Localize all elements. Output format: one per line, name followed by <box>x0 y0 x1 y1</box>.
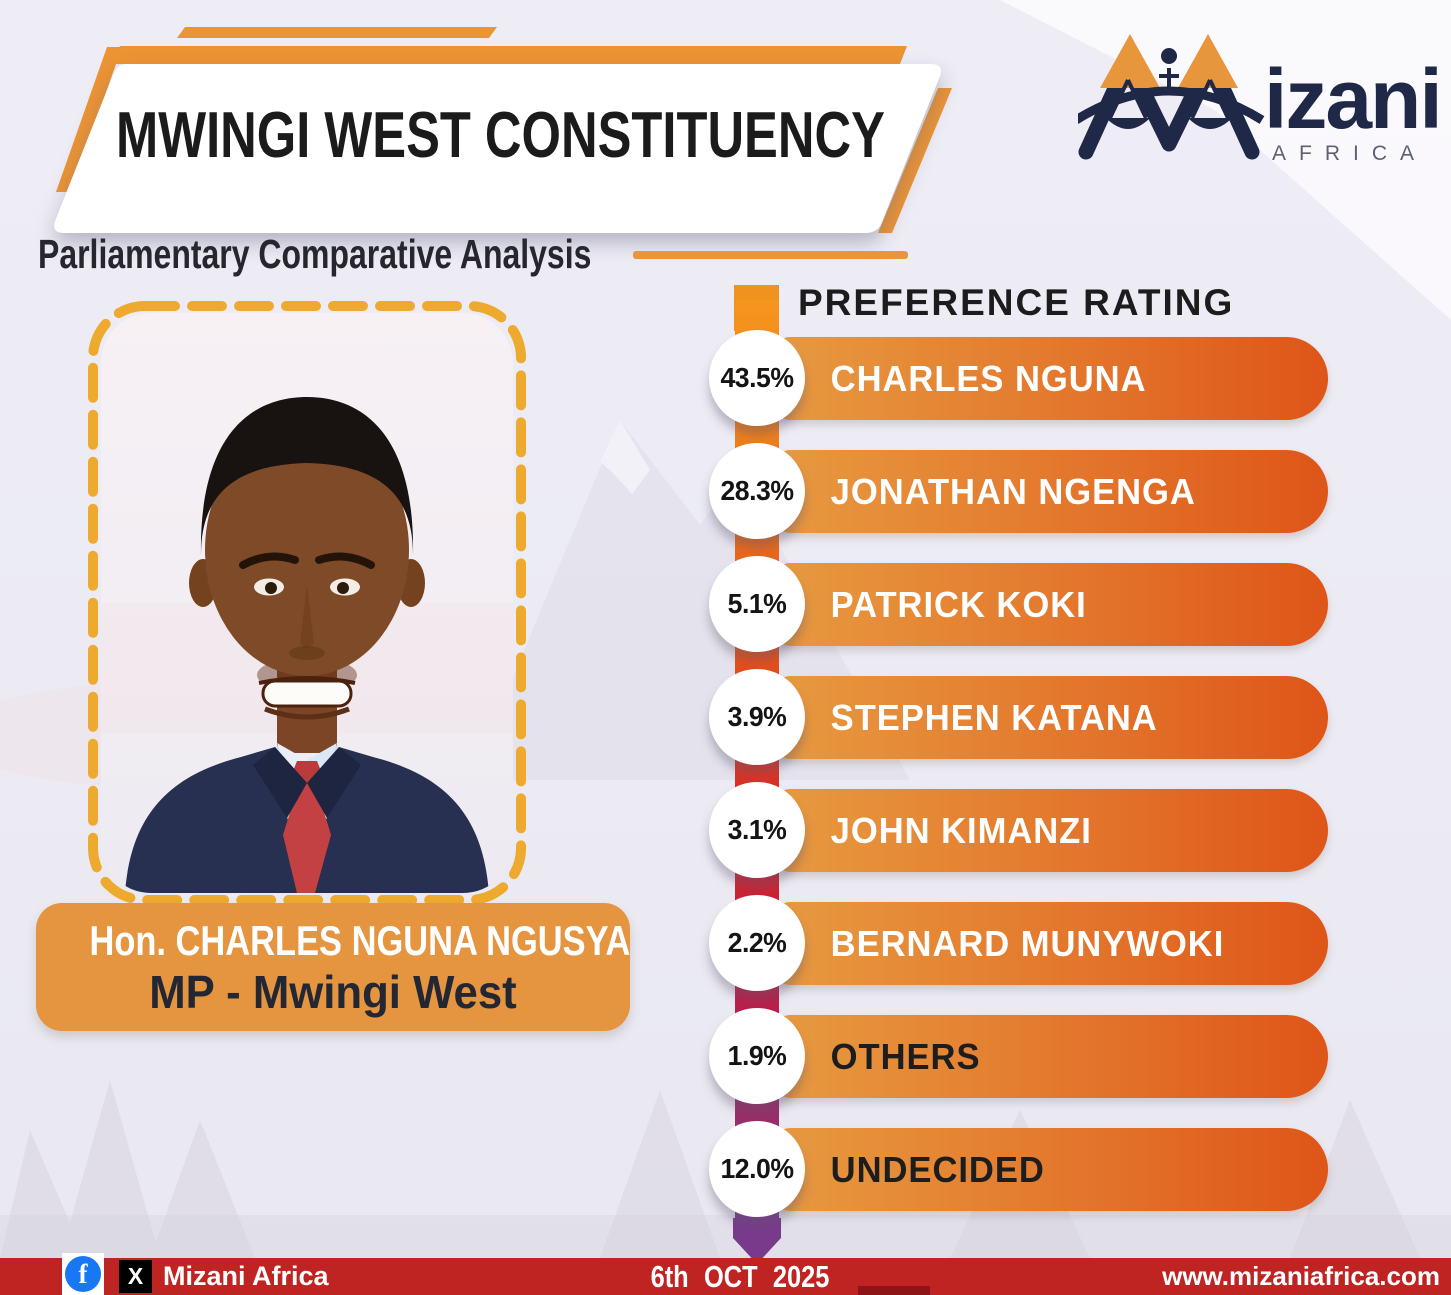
rating-bar: JONATHAN NGENGA <box>775 450 1328 533</box>
footer-social-handle: Mizani Africa <box>163 1261 329 1291</box>
banner-left-slant <box>56 47 122 192</box>
banner-accent-band <box>111 46 907 64</box>
rating-bar: JOHN KIMANZI <box>775 789 1328 872</box>
page-title: MWINGI WEST CONSTITUENCY <box>116 98 885 171</box>
facebook-icon[interactable]: f <box>65 1256 101 1292</box>
candidate-label: JONATHAN NGENGA <box>830 471 1196 512</box>
rating-bar: CHARLES NGUNA <box>775 337 1328 420</box>
rating-bar: BERNARD MUNYWOKI <box>775 902 1328 985</box>
percent-badge: 5.1% <box>709 556 805 652</box>
candidate-label: CHARLES NGUNA <box>830 358 1147 399</box>
percent-badge: 2.2% <box>709 895 805 991</box>
candidate-label: PATRICK KOKI <box>830 584 1087 625</box>
title-banner <box>54 27 952 233</box>
candidate-name: Hon. CHARLES NGUNA NGUSYA <box>89 917 631 964</box>
rating-bar: PATRICK KOKI <box>775 563 1328 646</box>
rating-bar: STEPHEN KATANA <box>775 676 1328 759</box>
footer-website-link[interactable]: www.mizaniafrica.com <box>1162 1261 1440 1291</box>
candidate-label: STEPHEN KATANA <box>830 697 1158 738</box>
percent-badge: 3.9% <box>709 669 805 765</box>
percent-badge: 3.1% <box>709 782 805 878</box>
rating-bar: OTHERS <box>775 1015 1328 1098</box>
candidate-label: JOHN KIMANZI <box>830 810 1092 851</box>
percent-badge: 1.9% <box>709 1008 805 1104</box>
percent-badge: 43.5% <box>709 330 805 426</box>
candidate-label: UNDECIDED <box>830 1149 1045 1190</box>
footer-accent-rect <box>858 1286 930 1295</box>
mizani-scales-m-icon <box>1078 34 1265 160</box>
banner-accent-thin <box>177 27 497 38</box>
mizani-africa-logo: izani AFRICA <box>1078 34 1438 165</box>
candidate-label: OTHERS <box>830 1036 981 1077</box>
rating-bar: UNDECIDED <box>775 1128 1328 1211</box>
page-subtitle: Parliamentary Comparative Analysis <box>38 231 592 277</box>
subtitle-underline <box>633 251 908 259</box>
timeline-arrow-icon <box>733 1218 781 1264</box>
percent-badge: 28.3% <box>709 443 805 539</box>
photo-dashed-frame <box>88 301 526 905</box>
logo-brand-text: izani <box>1264 52 1438 146</box>
candidate-label: BERNARD MUNYWOKI <box>830 923 1225 964</box>
percent-badge: 12.0% <box>709 1121 805 1217</box>
banner-plate <box>54 64 941 233</box>
banner-right-slant <box>878 88 952 233</box>
candidate-photo <box>101 313 513 893</box>
x-twitter-icon[interactable]: X <box>119 1260 152 1293</box>
candidate-role: MP - Mwingi West <box>149 966 517 1018</box>
rating-heading: PREFERENCE RATING <box>798 282 1235 323</box>
candidate-name-plate <box>36 903 630 1031</box>
logo-region-text: AFRICA <box>1272 142 1427 165</box>
footer-date: 6th OCT 2025 <box>650 1259 830 1294</box>
footer-bar <box>0 1258 1451 1295</box>
